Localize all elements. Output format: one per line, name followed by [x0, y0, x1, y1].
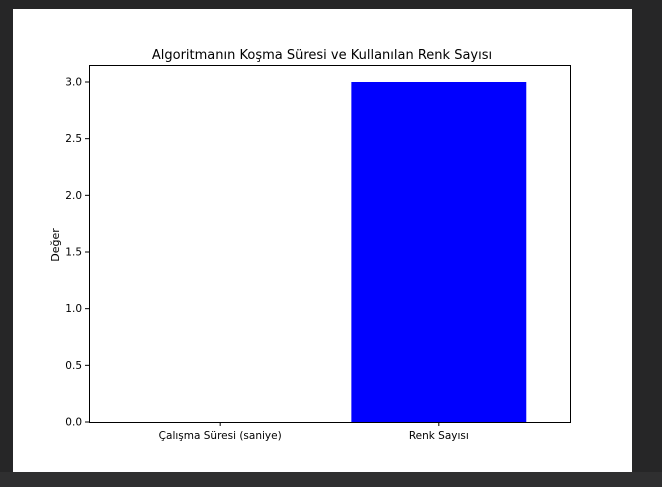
- y-tick-label-2: 1.0: [65, 303, 82, 315]
- ticks-layer: Çalışma Süresi (saniye) Renk Sayısı 0.0 0.5…: [65, 77, 469, 443]
- y-tick-label-5: 2.5: [65, 133, 82, 145]
- chart-title: Algoritmanın Koşma Süresi ve Kullanılan …: [152, 48, 492, 63]
- x-tick-label-1: Renk Sayısı: [409, 430, 469, 442]
- y-tick-label-6: 3.0: [65, 77, 82, 89]
- x-tick-label-0: Çalışma Süresi (saniye): [159, 430, 282, 442]
- bar-chart: Algoritmanın Koşma Süresi ve Kullanılan …: [49, 48, 571, 443]
- bars-layer: [351, 82, 527, 422]
- y-tick-label-4: 2.0: [65, 190, 82, 202]
- y-tick-label-0: 0.0: [65, 417, 82, 429]
- bar-1: [351, 82, 527, 422]
- y-tick-label-3: 1.5: [65, 247, 82, 259]
- y-axis-label: Değer: [49, 228, 62, 262]
- window-bottom-strip: [0, 472, 662, 487]
- plot-frame: [89, 65, 571, 423]
- figure-canvas: Algoritmanın Koşma Süresi ve Kullanılan …: [13, 9, 632, 472]
- y-tick-label-1: 0.5: [65, 360, 82, 372]
